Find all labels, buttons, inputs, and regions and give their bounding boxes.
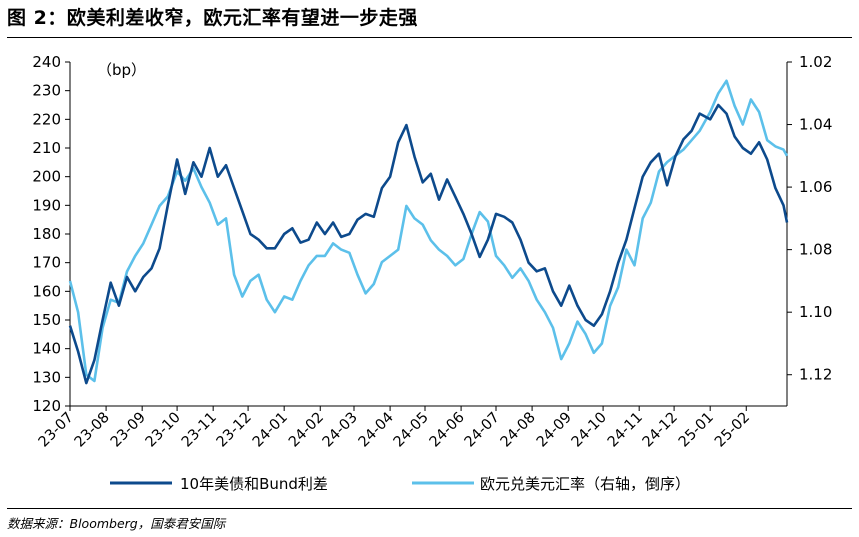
x-tick-label: 24-08	[498, 410, 539, 451]
x-tick-label: 24-07	[462, 410, 503, 451]
figure-title: 图 2：欧美利差收窄，欧元汇率有望进一步走强	[7, 7, 418, 29]
series-line-spread	[68, 103, 789, 385]
x-tick-label: 23-08	[72, 410, 113, 451]
y-left-tick-label: 150	[32, 311, 61, 329]
x-tick-label: 24-09	[534, 410, 575, 451]
series-layer	[68, 79, 789, 385]
y-left-tick-label: 160	[32, 282, 61, 300]
y-left-tick-label: 130	[32, 368, 61, 386]
y-right-tick-label: 1.12	[799, 366, 832, 384]
x-tick-label: 24-10	[569, 410, 610, 451]
legend-label-spread: 10年美债和Bund利差	[180, 475, 328, 493]
axes: 120 130 140 150 160 170 180 190 200 210 220 230 240 1…	[32, 53, 832, 451]
x-tick-label: 24-02	[286, 410, 327, 451]
x-tick-label: 24-03	[320, 410, 361, 451]
legend-label-eurusd: 欧元兑美元汇率（右轴，倒序）	[480, 475, 690, 493]
x-tick-label: 25-01	[676, 410, 717, 451]
y-left-tick-label: 210	[32, 139, 61, 157]
y-right-tick-label: 1.10	[799, 303, 832, 321]
x-tick-label: 24-01	[250, 410, 291, 451]
y-left-tick-label: 220	[32, 110, 61, 128]
y-left-tick-label: 190	[32, 196, 61, 214]
x-tick-label: 23-09	[108, 410, 149, 451]
y-right-tick-label: 1.08	[799, 241, 832, 259]
x-tick-label: 24-12	[640, 410, 681, 451]
y-left-tick-label: 240	[32, 53, 61, 71]
x-tick-label: 23-10	[143, 410, 184, 451]
y-left-tick-label: 200	[32, 168, 61, 186]
source-note: 数据来源：Bloomberg，国泰君安国际	[7, 516, 226, 531]
legend: 10年美债和Bund利差 欧元兑美元汇率（右轴，倒序）	[110, 475, 690, 493]
x-tick-label: 23-07	[36, 410, 77, 451]
y-unit-label: （bp）	[97, 61, 146, 79]
y-right-tick-label: 1.02	[799, 53, 832, 71]
x-tick-label: 25-02	[712, 410, 753, 451]
y-left-tick-label: 170	[32, 254, 61, 272]
x-tick-label: 24-06	[427, 410, 468, 451]
y-left-tick-label: 120	[32, 397, 61, 415]
x-tick-label: 23-11	[179, 410, 220, 451]
series-line-eurusd	[68, 79, 789, 383]
y-left-tick-label: 230	[32, 82, 61, 100]
title-rule	[7, 37, 852, 38]
x-tick-label: 24-11	[605, 410, 646, 451]
x-tick-label: 24-05	[391, 410, 432, 451]
y-right-tick-label: 1.04	[799, 116, 832, 134]
source-rule	[7, 508, 852, 509]
y-left-tick-label: 180	[32, 225, 61, 243]
y-left-tick-label: 140	[32, 340, 61, 358]
x-tick-label: 23-12	[214, 410, 255, 451]
y-right-tick-label: 1.06	[799, 178, 832, 196]
x-tick-label: 24-04	[356, 410, 397, 451]
